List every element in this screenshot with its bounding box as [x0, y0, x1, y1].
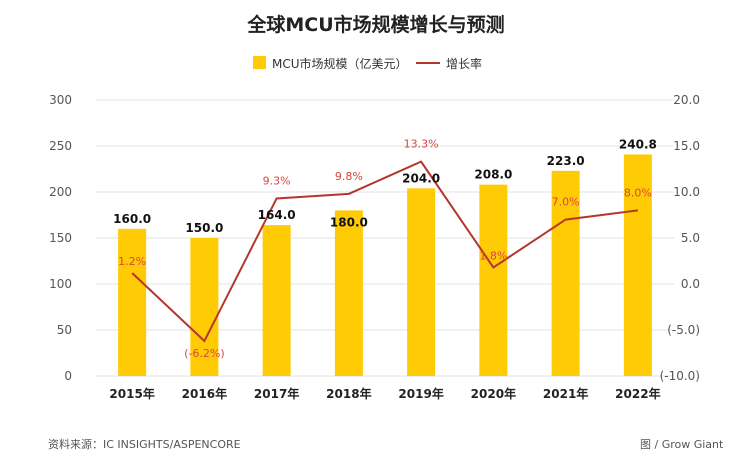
source-note: 资料来源：IC INSIGHTS/ASPENCORE — [48, 438, 241, 451]
y-left-tick-label: 200 — [49, 185, 72, 199]
legend-bar-label: MCU市场规模（亿美元） — [272, 57, 408, 71]
bar — [407, 188, 436, 376]
rate-value-label: 9.8% — [335, 170, 363, 183]
rate-value-label: 9.3% — [263, 174, 291, 187]
x-tick-label: 2017年 — [254, 386, 299, 401]
bar-value-label: 180.0 — [330, 215, 368, 229]
credit-note: 图 / Grow Giant — [640, 438, 724, 451]
bar-value-label: 223.0 — [547, 154, 585, 168]
rate-value-label: 7.0% — [552, 196, 580, 209]
y-left-tick-label: 250 — [49, 139, 72, 153]
bar — [623, 154, 652, 376]
bar — [118, 228, 147, 376]
y-right-tick-label: 20.0 — [673, 93, 700, 107]
x-tick-label: 2022年 — [615, 386, 660, 401]
y-left-tick-label: 50 — [57, 323, 72, 337]
x-tick-label: 2016年 — [182, 386, 227, 401]
y-right-tick-label: 10.0 — [673, 185, 700, 199]
legend-bar-swatch — [253, 56, 266, 69]
y-left-tick-label: 150 — [49, 231, 72, 245]
x-tick-label: 2018年 — [326, 386, 371, 401]
x-tick-label: 2020年 — [471, 386, 516, 401]
y-right-tick-label: 0.0 — [681, 277, 700, 291]
rate-value-label: 1.8% — [479, 249, 507, 262]
y-left-tick-label: 300 — [49, 93, 72, 107]
legend-line-swatch — [416, 62, 440, 64]
rate-value-label: (-6.2%) — [184, 347, 225, 360]
rate-value-label: 8.0% — [624, 186, 652, 199]
y-right-tick-label: (-5.0) — [667, 323, 700, 337]
bar-value-label: 208.0 — [474, 168, 512, 182]
y-left-tick-label: 100 — [49, 277, 72, 291]
rate-value-label: 1.2% — [118, 255, 146, 268]
y-right-tick-label: (-10.0) — [660, 369, 700, 383]
bar — [334, 210, 363, 376]
bar-value-label: 240.8 — [619, 137, 657, 151]
legend: MCU市场规模（亿美元） 增长率 — [0, 54, 752, 72]
bar-value-label: 164.0 — [258, 208, 296, 222]
bar-value-label: 160.0 — [113, 212, 151, 226]
legend-line-label: 增长率 — [446, 57, 483, 71]
x-tick-label: 2021年 — [543, 386, 588, 401]
bar — [551, 170, 580, 376]
growth-line — [131, 160, 639, 343]
y-right-tick-label: 15.0 — [673, 139, 700, 153]
y-right-tick-label: 5.0 — [681, 231, 700, 245]
chart-title: 全球MCU市场规模增长与预测 — [247, 14, 505, 36]
bar — [190, 238, 219, 376]
y-left-tick-label: 0 — [64, 369, 72, 383]
x-tick-label: 2019年 — [398, 386, 443, 401]
rate-value-label: 13.3% — [404, 138, 439, 151]
bar — [262, 225, 291, 376]
x-tick-label: 2015年 — [109, 386, 154, 401]
bar-value-label: 150.0 — [185, 221, 223, 235]
bar-value-label: 204.0 — [402, 171, 440, 185]
bar — [479, 184, 508, 376]
